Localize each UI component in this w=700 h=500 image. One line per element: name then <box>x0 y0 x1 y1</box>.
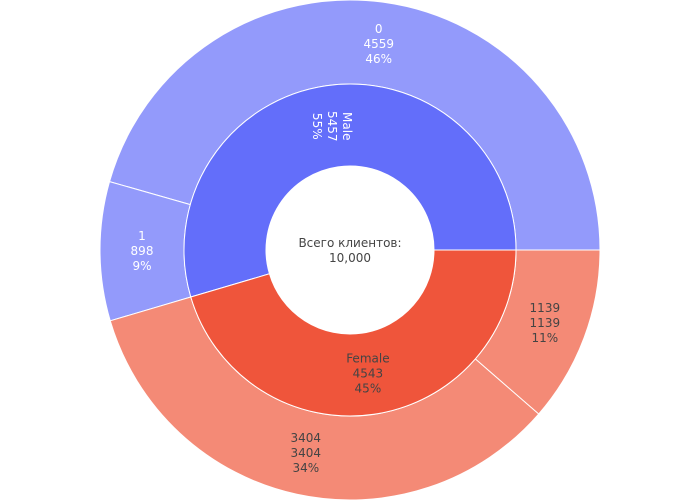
outer-label-female-1139: 1139 1139 11% <box>530 301 561 345</box>
inner-segment-male[interactable] <box>183 83 517 298</box>
center-label-total: 10,000 <box>329 251 371 265</box>
center-label-title: Всего клиентов: <box>298 236 401 250</box>
inner-label-female: Female 4543 45% <box>346 352 389 396</box>
inner-label-male: Male545755% <box>310 111 354 142</box>
outer-ring <box>99 0 601 500</box>
outer-label-female-3404: 3404 3404 34% <box>291 431 322 475</box>
inner-segment-female[interactable] <box>190 249 517 417</box>
outer-label-male-0: 0 4559 46% <box>363 22 394 66</box>
outer-label-male-1: 1 898 9% <box>131 229 154 273</box>
segment-labels: Male545755% Female 4543 45% 0 4559 46% 1 898 9% 11… <box>131 22 561 475</box>
inner-ring <box>183 83 517 417</box>
